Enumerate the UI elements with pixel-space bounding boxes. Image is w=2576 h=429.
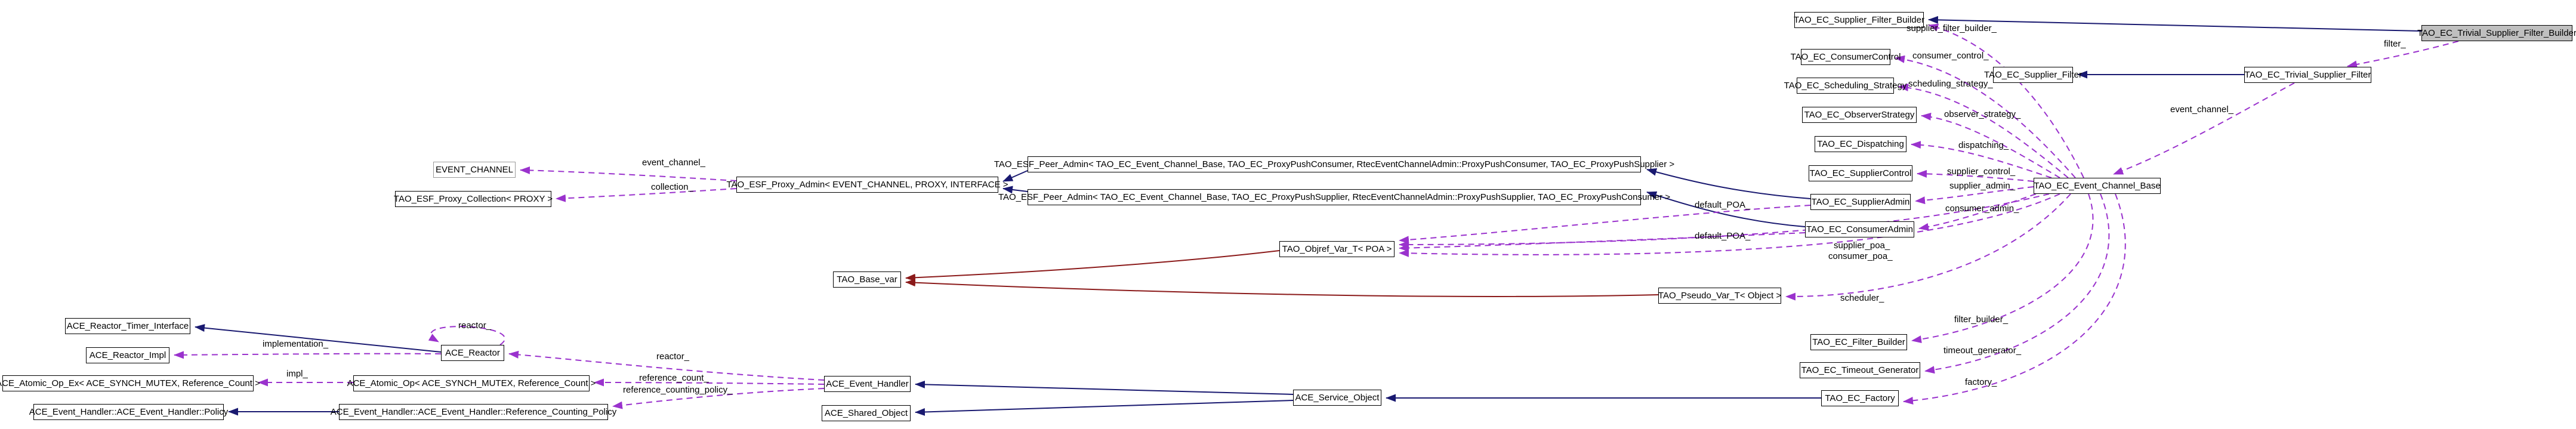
node-ss[interactable]: TAO_EC_Scheduling_Strategy xyxy=(1784,78,1906,94)
node-so[interactable]: ACE_Service_Object xyxy=(1293,390,1381,406)
edge-usage-ecb-objref xyxy=(1399,193,2060,257)
edge-usage-ecb-ss xyxy=(1898,84,2069,178)
edge-label-supplier-control: supplier_control_ xyxy=(1947,166,2016,177)
edge-label-supplier-filter-builder: supplier_filter_builder_ xyxy=(1906,23,1997,33)
edge-inherit-sa-peer1 xyxy=(1646,168,1811,199)
node-aop[interactable]: ACE_Atomic_Op< ACE_SYNCH_MUTEX, Referenc… xyxy=(347,375,596,391)
node-ecb[interactable]: TAO_EC_Event_Channel_Base xyxy=(2034,178,2161,194)
edge-label-event-channel: event_channel_ xyxy=(642,158,705,168)
edge-usage-tsf-ecb xyxy=(2113,82,2295,175)
edge-usage-padm-evch xyxy=(520,166,737,181)
edge-label-reactor: reactor_ xyxy=(656,351,690,362)
node-sa[interactable]: TAO_EC_SupplierAdmin xyxy=(1810,194,1911,210)
edge-usage-ecb-sc xyxy=(1917,169,2034,182)
edge-label-timeout-generator: timeout_generator_ xyxy=(1943,345,2022,356)
edge-label-scheduling-strategy: scheduling_strategy_ xyxy=(1908,79,1993,89)
edge-inherit-ca-peer2 xyxy=(1646,191,1806,227)
node-disp[interactable]: TAO_EC_Dispatching xyxy=(1815,136,1906,152)
edge-usage-ecb-ca xyxy=(1918,193,2037,231)
edge-inherit-so-eh xyxy=(915,380,1294,395)
edge-usage-ecb-fb xyxy=(1911,193,2094,344)
node-sfb[interactable]: TAO_EC_Supplier_Filter_Builder xyxy=(1794,12,1924,28)
node-eh[interactable]: ACE_Event_Handler xyxy=(824,376,911,392)
edge-label-event-channel: event_channel_ xyxy=(2170,104,2233,115)
node-padm[interactable]: TAO_ESF_Proxy_Admin< EVENT_CHANNEL, PROX… xyxy=(726,177,1008,193)
edge-label-reference-counting-policy: reference_counting_policy_ xyxy=(623,385,733,395)
edge-usage-sa-objref xyxy=(1399,205,1811,244)
edge-label-factory: factory_ xyxy=(1965,377,1997,387)
node-evch[interactable]: EVENT_CHANNEL xyxy=(433,162,516,178)
edge-usage-tsfb-tsf xyxy=(2347,41,2459,69)
edge-label-supplier-poa: supplier_poa_ xyxy=(1834,240,1890,251)
edge-label-reactor: reactor_ xyxy=(458,320,492,331)
edge-label-collection: collection_ xyxy=(651,182,693,192)
node-reactor[interactable]: ACE_Reactor xyxy=(441,345,504,361)
edge-label-dispatching: dispatching_ xyxy=(1958,140,2009,150)
edge-inherit-peer2-padm xyxy=(1002,186,1028,194)
node-pcol[interactable]: TAO_ESF_Proxy_Collection< PROXY > xyxy=(394,191,553,207)
edge-usage-padm-pcol xyxy=(556,188,737,202)
edge-usage-ecb-fact xyxy=(1903,193,2126,405)
node-fact[interactable]: TAO_EC_Factory xyxy=(1821,390,1899,406)
edge-usage-eh-aop xyxy=(594,378,825,387)
edge-label-observer-strategy: observer_strategy_ xyxy=(1944,109,2021,119)
node-os[interactable]: TAO_EC_ObserverStrategy xyxy=(1802,107,1917,123)
node-pseudo[interactable]: TAO_Pseudo_Var_T< Object > xyxy=(1658,288,1781,304)
edge-label-reference-count: reference_count_ xyxy=(639,373,709,383)
edge-label-consumer-control: consumer_control_ xyxy=(1912,51,1989,61)
node-sc[interactable]: TAO_EC_SupplierControl xyxy=(1809,165,1912,181)
edge-label-default-POA: default_POA_ xyxy=(1695,200,1751,210)
node-pol[interactable]: ACE_Event_Handler::ACE_Event_Handler::Po… xyxy=(29,404,228,420)
edge-usage-ca-objref xyxy=(1399,232,1806,252)
edge-usage-ecb-sa xyxy=(1915,186,2034,205)
edge-label-consumer-poa: consumer_poa_ xyxy=(1828,251,1893,261)
node-objref[interactable]: TAO_Objref_Var_T< POA > xyxy=(1279,241,1395,257)
node-ca[interactable]: TAO_EC_ConsumerAdmin xyxy=(1805,221,1914,237)
edge-inherit-so-sho xyxy=(915,400,1294,416)
edge-inherit-peer1-padm xyxy=(1002,170,1028,182)
edge-usage-eh-rcp xyxy=(612,388,825,409)
node-rcp[interactable]: ACE_Event_Handler::ACE_Event_Handler::Re… xyxy=(331,404,616,420)
edge-label-supplier-admin: supplier_admin_ xyxy=(1949,181,2016,191)
edge-usage-reactor-rimpl xyxy=(174,351,442,359)
edge-usage-ecb-tg xyxy=(1924,193,2110,374)
edge-usage-ecb-os xyxy=(1921,112,2060,178)
node-sho[interactable]: ACE_Shared_Object xyxy=(822,405,911,421)
node-tg[interactable]: TAO_EC_Timeout_Generator xyxy=(1800,362,1920,378)
node-rti[interactable]: ACE_Reactor_Timer_Interface xyxy=(65,318,190,334)
node-fb[interactable]: TAO_EC_Filter_Builder xyxy=(1810,334,1907,350)
edge-inherit-reactor-rti xyxy=(195,324,442,353)
node-tsfb[interactable]: TAO_EC_Trivial_Supplier_Filter_Builder xyxy=(2417,25,2576,41)
node-peer1[interactable]: TAO_ESF_Peer_Admin< TAO_EC_Event_Channel… xyxy=(994,156,1674,172)
edge-label-implementation: implementation_ xyxy=(263,339,329,349)
node-aopex[interactable]: ACE_Atomic_Op_Ex< ACE_SYNCH_MUTEX, Refer… xyxy=(0,375,260,391)
node-cc[interactable]: TAO_EC_ConsumerControl xyxy=(1791,49,1901,65)
edge-usage-ecb-pseudo xyxy=(1785,193,2071,301)
node-rimpl[interactable]: ACE_Reactor_Impl xyxy=(86,347,169,363)
edge-usage-ecb-objref xyxy=(1399,193,2050,249)
edge-private_inherit-objref-basevar xyxy=(905,250,1280,282)
edge-usage-eh-reactor xyxy=(508,350,825,381)
node-tsf[interactable]: TAO_EC_Trivial_Supplier_Filter xyxy=(2244,67,2371,83)
edge-label-default-POA: default_POA_ xyxy=(1695,231,1751,241)
edge-label-consumer-admin: consumer_admin_ xyxy=(1945,203,2019,214)
edge-label-filter-builder: filter_builder_ xyxy=(1954,314,2009,325)
edge-usage-ecb-sfb xyxy=(1928,23,2084,178)
edge-label-impl: impl_ xyxy=(286,369,308,379)
edge-label-filter: filter_ xyxy=(2384,39,2406,49)
node-basevar[interactable]: TAO_Base_var xyxy=(833,271,901,288)
edge-private_inherit-pseudo-basevar xyxy=(905,279,1659,297)
edge-label-scheduler: scheduler_ xyxy=(1840,293,1884,303)
node-peer2[interactable]: TAO_ESF_Peer_Admin< TAO_EC_Event_Channel… xyxy=(998,189,1670,205)
edge-usage-ecb-disp xyxy=(1911,141,2052,178)
edge-inherit-tsfb-sfb xyxy=(1928,16,2422,32)
node-sf[interactable]: TAO_EC_Supplier_Filter xyxy=(1984,67,2082,83)
